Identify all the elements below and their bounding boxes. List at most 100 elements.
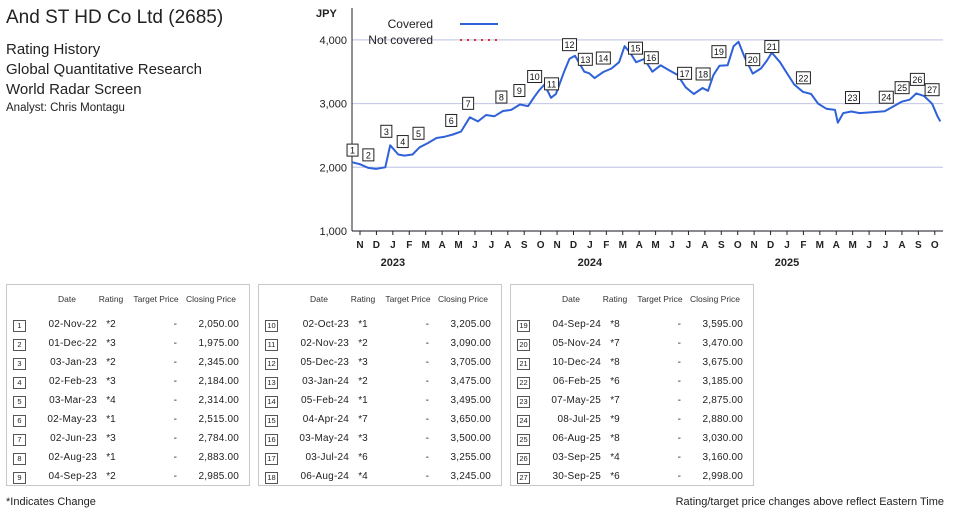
header-rating: Rating [98, 294, 124, 304]
table-row: 20 05-Nov-24 *7 - 3,470.00 [511, 336, 753, 354]
rating-marker-box [346, 143, 359, 157]
rating-marker-number: 26 [517, 453, 530, 465]
table-row: 27 30-Sep-25 *6 - 2,998.00 [511, 469, 753, 487]
rating-marker-label: 25 [897, 83, 907, 93]
target-price: - [173, 395, 177, 406]
rating-value: *4 [610, 452, 620, 463]
rating-marker-label: 12 [565, 40, 575, 50]
rating-value: *3 [106, 433, 116, 444]
rating-value: *8 [610, 433, 620, 444]
rating-marker-label: 23 [847, 93, 857, 103]
rating-table-header: Date Rating Target Price Closing Price [259, 291, 501, 315]
rating-marker-box [695, 67, 711, 81]
closing-price: 3,205.00 [450, 319, 491, 330]
closing-price: 2,985.00 [198, 471, 239, 482]
x-month-label: A [636, 240, 643, 251]
closing-price: 3,705.00 [450, 357, 491, 368]
table-row: 8 02-Aug-23 *1 - 2,883.00 [7, 450, 249, 468]
rating-marker-number: 24 [517, 415, 530, 427]
header-date: Date [310, 294, 328, 304]
rating-marker-box [764, 40, 780, 54]
closing-price: 3,495.00 [450, 395, 491, 406]
table-row: 18 06-Aug-24 *4 - 3,245.00 [259, 469, 501, 487]
rating-date: 02-Aug-23 [48, 452, 97, 463]
table-row: 10 02-Oct-23 *1 - 3,205.00 [259, 317, 501, 335]
closing-price: 3,475.00 [450, 376, 491, 387]
rating-date: 02-Feb-23 [49, 376, 97, 387]
rating-value: *2 [358, 376, 368, 387]
closing-price: 2,875.00 [702, 395, 743, 406]
target-price: - [173, 433, 177, 444]
target-price: - [173, 338, 177, 349]
table-row: 9 04-Sep-23 *2 - 2,985.00 [7, 469, 249, 487]
table-row: 7 02-Jun-23 *3 - 2,784.00 [7, 431, 249, 449]
rating-date: 03-Jul-24 [305, 452, 349, 463]
closing-price: 3,595.00 [702, 319, 743, 330]
target-price: - [173, 357, 177, 368]
closing-price: 2,050.00 [198, 319, 239, 330]
rating-marker-label: 5 [416, 129, 421, 139]
closing-price: 2,880.00 [702, 414, 743, 425]
x-month-label: S [521, 240, 528, 251]
table-row: 21 10-Dec-24 *8 - 3,675.00 [511, 355, 753, 373]
rating-date: 04-Sep-23 [48, 471, 97, 482]
rating-value: *2 [106, 471, 116, 482]
x-month-label: M [454, 240, 462, 251]
rating-value: *7 [358, 414, 368, 425]
subtitle-screen-name: World Radar Screen [6, 81, 142, 98]
x-month-label: S [718, 240, 725, 251]
target-price: - [425, 414, 429, 425]
rating-marker-label: 6 [449, 116, 454, 126]
rating-value: *3 [106, 376, 116, 387]
table-row: 22 06-Feb-25 *6 - 3,185.00 [511, 374, 753, 392]
x-month-label: N [553, 240, 560, 251]
header-date: Date [562, 294, 580, 304]
rating-marker-label: 20 [748, 55, 758, 65]
rating-marker-number: 17 [265, 453, 278, 465]
x-year-label: 2025 [775, 257, 799, 269]
rating-value: *4 [358, 471, 368, 482]
rating-marker-box [445, 113, 458, 127]
x-month-label: O [931, 240, 939, 251]
table-row: 11 02-Nov-23 *2 - 3,090.00 [259, 336, 501, 354]
rating-marker-number: 27 [517, 472, 530, 484]
rating-value: *6 [358, 452, 368, 463]
x-month-label: N [751, 240, 758, 251]
rating-marker-number: 1 [13, 320, 26, 332]
y-tick-label: 2,000 [319, 162, 347, 174]
header-target-price: Target Price [133, 294, 179, 304]
rating-marker-box [577, 52, 593, 66]
closing-price: 2,184.00 [198, 376, 239, 387]
table-row: 26 03-Sep-25 *4 - 3,160.00 [511, 450, 753, 468]
rating-marker-box [380, 124, 393, 138]
rating-date: 07-May-25 [551, 395, 601, 406]
rating-date: 01-Dec-22 [48, 338, 97, 349]
closing-price: 2,998.00 [702, 471, 743, 482]
subtitle-research-group: Global Quantitative Research [6, 61, 202, 78]
y-tick-label: 1,000 [319, 226, 347, 238]
table-row: 3 03-Jan-23 *2 - 2,345.00 [7, 355, 249, 373]
closing-price: 2,784.00 [198, 433, 239, 444]
rating-value: *2 [358, 338, 368, 349]
table-row: 6 02-May-23 *1 - 2,515.00 [7, 412, 249, 430]
target-price: - [425, 395, 429, 406]
rating-marker-label: 21 [767, 42, 777, 52]
target-price: - [425, 433, 429, 444]
x-month-label: A [438, 240, 445, 251]
rating-marker-label: 9 [517, 86, 522, 96]
x-month-label: J [472, 240, 478, 251]
x-month-label: N [356, 240, 363, 251]
x-month-label: J [489, 240, 495, 251]
rating-marker-label: 1 [350, 146, 355, 156]
rating-value: *1 [106, 452, 116, 463]
target-price: - [425, 452, 429, 463]
x-month-label: J [883, 240, 889, 251]
rating-marker-label: 22 [798, 73, 808, 83]
rating-date: 02-Nov-22 [48, 319, 97, 330]
rating-value: *3 [358, 357, 368, 368]
rating-date: 04-Sep-24 [552, 319, 601, 330]
rating-value: *4 [106, 395, 116, 406]
table-row: 15 04-Apr-24 *7 - 3,650.00 [259, 412, 501, 430]
rating-date: 02-Nov-23 [300, 338, 349, 349]
